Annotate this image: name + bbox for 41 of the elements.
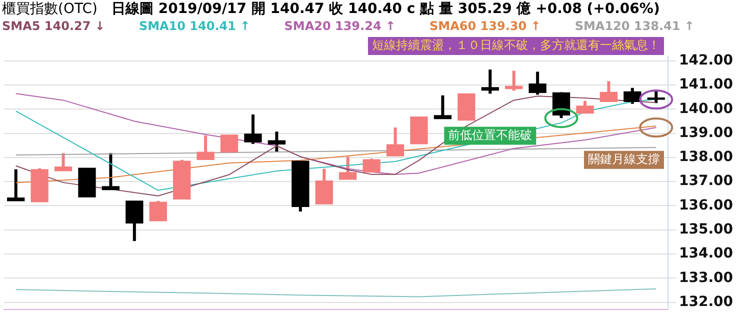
text: SMA5 140.27 ↓ [2,19,105,33]
y-tick-label: 134.00 [678,246,734,262]
candlestick [576,100,594,114]
annotation: 關鍵月線支撐 [588,152,660,166]
candlestick [505,70,523,91]
annotation: 前低位置不能破 [448,128,532,142]
text: SMA60 139.30 ↑ [430,19,541,33]
y-tick-label: 133.00 [678,270,734,286]
text: SMA10 140.41 ↑ [138,19,250,33]
chart-title: 櫃買指數(OTC) [2,1,98,17]
candlestick [386,127,404,156]
y-tick-label: 142.00 [678,52,734,68]
candlestick [7,169,25,202]
candlestick [149,200,167,222]
candlestick [126,200,144,242]
candlestick [528,72,546,95]
y-tick-label: 135.00 [678,222,734,238]
y-tick-label: 137.00 [678,173,734,190]
candlestick [315,168,333,204]
candlestick [481,70,499,94]
candlestick [244,114,262,144]
candlestick [220,134,238,152]
y-tick-label: 140.00 [678,100,734,117]
candlestick [339,156,357,180]
y-tick-label: 141.00 [678,76,734,93]
text: 短線持續震盪，１０日線不破，多方就還有一絲氣息！ [372,38,660,52]
text: SMA20 139.24 ↑ [284,19,396,33]
candlestick [362,158,380,173]
candlestick [54,153,72,172]
candlestick [600,81,618,102]
candlestick [102,153,120,190]
y-tick-label: 136.00 [678,197,734,214]
chart-subtitle: 日線圖 2019/09/17 開 140.47 收 140.40 c 點 量 305.29 億 +0.08 (+0.06%) [111,1,660,17]
candlestick [196,135,214,160]
y-tick-label: 132.00 [678,294,734,310]
text: SMA120 138.41 ↑ [574,19,694,33]
candlestick [268,132,286,152]
candlestick [624,88,642,104]
y-tick-label: 139.00 [678,124,734,141]
y-tick-label: 138.00 [678,149,734,166]
candlestick [434,95,452,120]
